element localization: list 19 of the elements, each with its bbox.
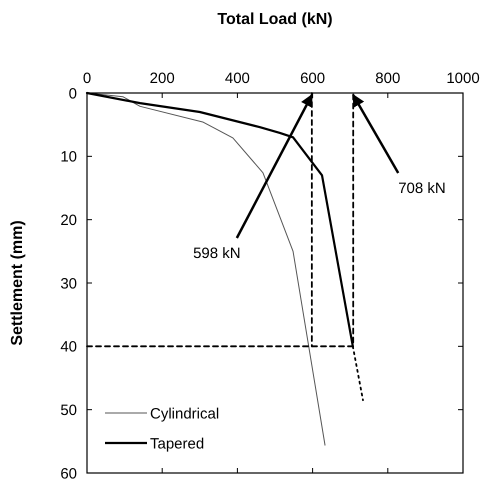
y-tick-label: 10 [60, 148, 77, 166]
annotation: 598 kN [193, 245, 241, 262]
y-tick-label: 40 [60, 338, 77, 356]
legend-label: Cylindrical [150, 405, 220, 422]
y-tick-label: 0 [68, 85, 77, 102]
x-tick-label: 600 [300, 70, 326, 87]
y-axis-title: Settlement (mm) [9, 220, 26, 346]
annotation: 708 kN [398, 180, 446, 197]
x-tick-label: 0 [82, 70, 92, 87]
legend-label: Tapered [150, 435, 204, 452]
x-tick-label: 800 [375, 70, 400, 87]
x-axis-title: Total Load (kN) [217, 11, 333, 28]
y-tick-label: 20 [60, 212, 77, 229]
x-tick-label: 400 [224, 70, 250, 87]
x-tick-label: 1000 [446, 70, 480, 87]
y-tick-label: 60 [60, 465, 77, 482]
y-tick-label: 50 [60, 402, 77, 419]
y-tick-label: 30 [60, 275, 77, 292]
x-tick-label: 200 [150, 70, 175, 87]
